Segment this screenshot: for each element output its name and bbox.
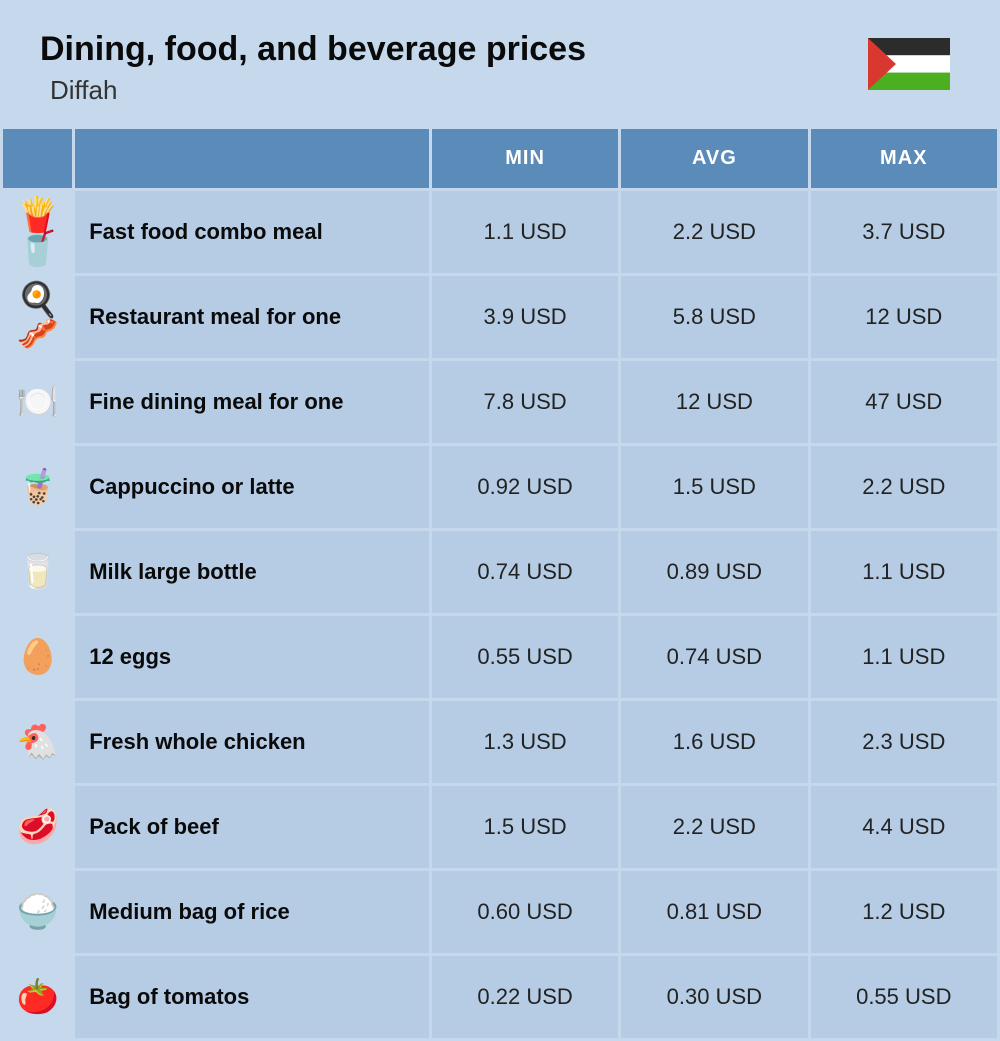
col-avg: AVG	[621, 129, 807, 188]
table-header-row: MIN AVG MAX	[3, 129, 997, 188]
price-min: 0.60 USD	[432, 871, 618, 953]
price-avg: 0.89 USD	[621, 531, 807, 613]
price-avg: 2.2 USD	[621, 191, 807, 273]
table-row: 🥛Milk large bottle0.74 USD0.89 USD1.1 US…	[3, 531, 997, 613]
header-text: Dining, food, and beverage prices Diffah	[40, 30, 586, 106]
table-row: 🍚Medium bag of rice0.60 USD0.81 USD1.2 U…	[3, 871, 997, 953]
price-avg: 1.5 USD	[621, 446, 807, 528]
item-icon: 🥚	[3, 616, 72, 698]
price-table: MIN AVG MAX 🍟🥤Fast food combo meal1.1 US…	[0, 126, 1000, 1041]
price-avg: 5.8 USD	[621, 276, 807, 358]
item-label: Fast food combo meal	[75, 191, 429, 273]
table-row: 🍽️Fine dining meal for one7.8 USD12 USD4…	[3, 361, 997, 443]
price-min: 0.55 USD	[432, 616, 618, 698]
item-icon: 🍚	[3, 871, 72, 953]
price-min: 1.3 USD	[432, 701, 618, 783]
item-label: Bag of tomatos	[75, 956, 429, 1038]
table-row: 🥚12 eggs0.55 USD0.74 USD1.1 USD	[3, 616, 997, 698]
price-max: 3.7 USD	[811, 191, 997, 273]
price-min: 7.8 USD	[432, 361, 618, 443]
table-row: 🥩Pack of beef1.5 USD2.2 USD4.4 USD	[3, 786, 997, 868]
table-row: 🍳🥓Restaurant meal for one3.9 USD5.8 USD1…	[3, 276, 997, 358]
price-max: 1.1 USD	[811, 616, 997, 698]
item-icon: 🍽️	[3, 361, 72, 443]
item-label: Fresh whole chicken	[75, 701, 429, 783]
item-label: Restaurant meal for one	[75, 276, 429, 358]
item-icon: 🧋	[3, 446, 72, 528]
table-row: 🐔Fresh whole chicken1.3 USD1.6 USD2.3 US…	[3, 701, 997, 783]
price-avg: 0.74 USD	[621, 616, 807, 698]
item-icon: 🥛	[3, 531, 72, 613]
item-icon: 🍳🥓	[3, 276, 72, 358]
col-min: MIN	[432, 129, 618, 188]
price-max: 0.55 USD	[811, 956, 997, 1038]
price-max: 1.2 USD	[811, 871, 997, 953]
price-max: 2.3 USD	[811, 701, 997, 783]
price-min: 0.74 USD	[432, 531, 618, 613]
price-avg: 0.81 USD	[621, 871, 807, 953]
price-max: 4.4 USD	[811, 786, 997, 868]
price-max: 1.1 USD	[811, 531, 997, 613]
page-subtitle: Diffah	[50, 75, 586, 106]
page-title: Dining, food, and beverage prices	[40, 30, 586, 69]
price-max: 12 USD	[811, 276, 997, 358]
price-avg: 12 USD	[621, 361, 807, 443]
item-label: Fine dining meal for one	[75, 361, 429, 443]
table-row: 🧋Cappuccino or latte0.92 USD1.5 USD2.2 U…	[3, 446, 997, 528]
item-label: Milk large bottle	[75, 531, 429, 613]
item-label: Pack of beef	[75, 786, 429, 868]
price-avg: 1.6 USD	[621, 701, 807, 783]
price-min: 0.22 USD	[432, 956, 618, 1038]
col-item	[75, 129, 429, 188]
flag-icon	[868, 38, 950, 90]
item-label: Cappuccino or latte	[75, 446, 429, 528]
item-icon: 🍅	[3, 956, 72, 1038]
item-icon: 🐔	[3, 701, 72, 783]
item-label: 12 eggs	[75, 616, 429, 698]
price-min: 1.1 USD	[432, 191, 618, 273]
price-max: 2.2 USD	[811, 446, 997, 528]
price-avg: 0.30 USD	[621, 956, 807, 1038]
item-label: Medium bag of rice	[75, 871, 429, 953]
price-min: 1.5 USD	[432, 786, 618, 868]
table-row: 🍅Bag of tomatos0.22 USD0.30 USD0.55 USD	[3, 956, 997, 1038]
col-max: MAX	[811, 129, 997, 188]
item-icon: 🍟🥤	[3, 191, 72, 273]
header: Dining, food, and beverage prices Diffah	[0, 0, 1000, 126]
price-min: 0.92 USD	[432, 446, 618, 528]
table-row: 🍟🥤Fast food combo meal1.1 USD2.2 USD3.7 …	[3, 191, 997, 273]
price-avg: 2.2 USD	[621, 786, 807, 868]
price-min: 3.9 USD	[432, 276, 618, 358]
price-max: 47 USD	[811, 361, 997, 443]
item-icon: 🥩	[3, 786, 72, 868]
col-icon	[3, 129, 72, 188]
